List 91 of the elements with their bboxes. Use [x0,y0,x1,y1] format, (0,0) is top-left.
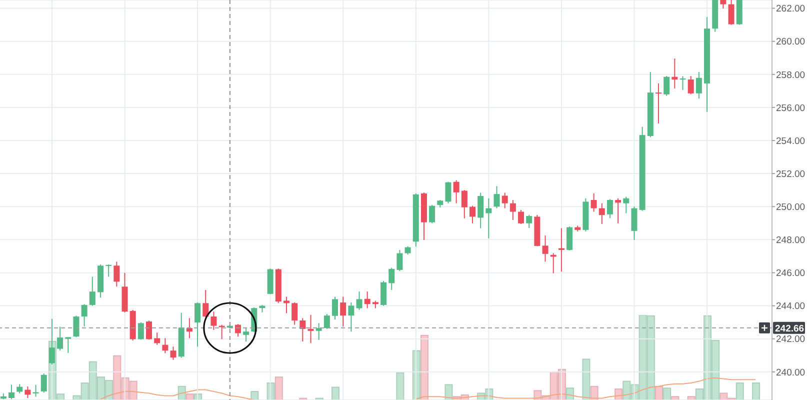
candlestick [396,249,403,272]
y-tick-label: 258.00 [776,70,806,81]
candlestick [202,289,209,318]
candlestick [680,76,686,91]
y-tick-label: 250.00 [776,202,806,213]
candlestick [324,314,330,330]
candlestick [502,192,508,209]
candlestick [664,76,670,96]
bar [250,391,259,400]
candlestick [688,76,694,95]
candlestick [510,200,516,220]
candlestick [356,291,362,310]
candlestick [558,228,564,272]
candlestick [243,328,250,342]
candlestick [590,192,597,212]
candlestick [728,0,734,26]
candlestick [615,198,622,224]
candlestick [73,315,80,338]
bar [444,384,453,400]
y-tick-label: 260.00 [776,36,806,48]
candlestick [429,204,436,224]
candlestick [40,373,47,394]
candlestick [380,280,387,306]
candlestick [672,58,678,89]
candlestick [186,318,192,339]
candlestick [194,302,201,348]
candlestick [162,338,168,354]
candlestick [388,267,395,290]
bar [654,386,663,400]
y-tick-label: 246.00 [776,268,806,280]
candlestick [146,320,152,340]
candlestick [24,386,31,399]
bar [663,388,672,400]
candlestick [364,291,370,309]
candlestick [348,302,354,332]
candlestick [526,214,532,229]
candlestick [445,181,452,204]
candlestick [170,346,176,360]
y-tick-label: 262.00 [776,4,806,15]
candlestick [210,311,217,330]
candlestick [606,198,613,219]
y-tick-label: 248.00 [776,235,806,246]
candlestick [469,205,476,224]
y-tick-label: 252.00 [776,168,806,180]
candlestick [631,206,638,240]
candlestick [696,71,702,100]
bar [671,396,680,400]
bar [274,376,283,400]
y-tick-label: 256.00 [776,102,806,114]
candlestick [300,318,306,342]
candlestick [154,332,160,346]
candlestick [478,192,484,229]
candlestick [316,322,322,340]
bar [582,358,590,400]
candlestick [332,296,338,320]
candlestick [65,336,72,354]
candlestick [292,302,298,326]
candlestick [461,190,468,219]
candlestick [114,261,120,288]
candlestick [57,326,64,351]
candlestick [308,314,314,344]
y-tick-label: 242.00 [776,334,806,346]
candlestick [518,209,524,224]
bar [332,386,340,400]
candlestick [89,276,96,306]
y-tick-label: 240.00 [776,367,806,378]
candlestick [542,235,548,262]
candlestick [8,384,15,400]
bar [396,372,404,400]
y-tick-label: 244.00 [776,301,806,312]
ref-line-label: 242.66 [775,323,804,334]
bar [752,382,760,400]
candlestick [283,296,290,314]
bar [736,382,744,400]
candlestick [598,202,605,224]
bar [420,334,428,400]
candlestick [106,264,112,278]
candlestick [32,384,39,398]
candlestick [138,322,144,340]
bar [687,396,696,400]
candlestick [340,296,346,327]
candlestick [566,226,573,251]
candlestick [16,384,23,394]
candlestick [486,198,492,239]
candlestick [453,180,460,204]
y-tick-label: 254.00 [776,136,806,147]
candlestick [494,186,500,209]
candlestick [81,304,88,327]
bar [186,394,194,400]
candlestick [655,82,662,124]
candlestick [623,196,630,214]
